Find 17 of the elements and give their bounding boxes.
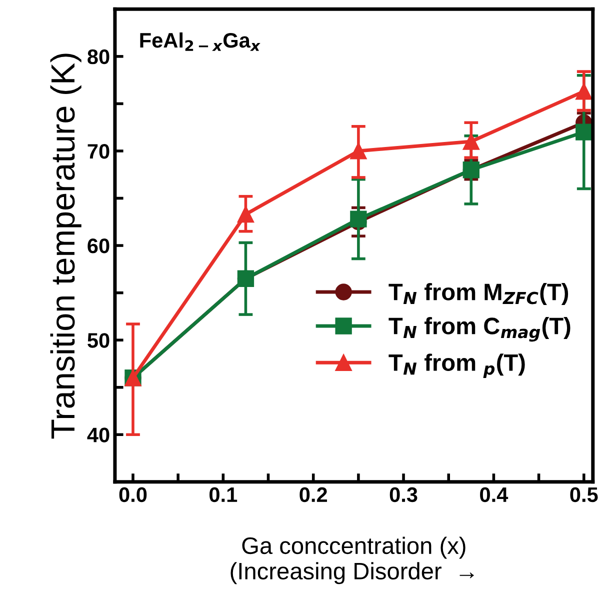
y-tick-label: 60 (88, 238, 110, 254)
x-tick-label: 0.2 (300, 487, 327, 502)
y-tick-label: 50 (88, 333, 110, 348)
legend-label: T$_{N}$ from C$_{mag}$(T) (388, 317, 570, 342)
legend-label: T$_{N}$ from M$_{ZFC}$(T) (388, 283, 568, 306)
y-tick-label: 80 (88, 49, 110, 64)
y-tick-label: 70 (88, 144, 110, 159)
y-tick-label: 40 (87, 428, 110, 442)
y-axis-title: Transition temperature (K) (50, 54, 82, 439)
x-tick-label: 0.5 (570, 487, 598, 502)
x-tick-label: 0.3 (390, 487, 418, 502)
x-tick-label: 0.1 (210, 487, 238, 502)
x-tick-label: 0.0 (119, 487, 147, 502)
legend-label: T$_{N}$ from $_{p}$(T) (388, 354, 525, 378)
x-axis-title: Ga conccentration (x) (Increasing Disorder → (230, 536, 474, 584)
annotation: FeAl$_{2−x}$Ga$_{x}$ (140, 32, 260, 51)
x-tick-label: 0.4 (480, 487, 508, 502)
